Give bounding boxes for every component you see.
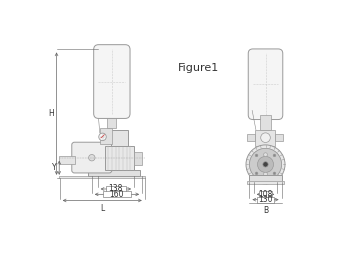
- Bar: [59, 176, 145, 178]
- Circle shape: [99, 133, 106, 141]
- Text: B: B: [263, 206, 268, 215]
- Bar: [247, 134, 255, 141]
- Bar: [249, 175, 282, 182]
- Bar: [105, 146, 134, 170]
- Bar: [257, 197, 274, 202]
- Bar: [107, 114, 116, 128]
- Bar: [259, 191, 272, 197]
- Bar: [247, 181, 284, 184]
- Circle shape: [273, 172, 276, 175]
- Bar: [103, 191, 131, 197]
- Bar: [88, 170, 140, 176]
- Text: 108: 108: [258, 190, 273, 199]
- Bar: [134, 151, 142, 165]
- FancyBboxPatch shape: [248, 49, 283, 120]
- Circle shape: [263, 162, 268, 167]
- Circle shape: [273, 154, 276, 157]
- Bar: [100, 128, 112, 144]
- Circle shape: [261, 133, 270, 143]
- Circle shape: [249, 148, 282, 180]
- Circle shape: [89, 154, 95, 161]
- Bar: [260, 115, 271, 130]
- Text: 130: 130: [258, 195, 273, 204]
- Circle shape: [257, 156, 274, 173]
- Bar: [59, 156, 75, 164]
- Text: 160: 160: [110, 190, 124, 199]
- Text: L: L: [100, 204, 104, 213]
- Circle shape: [264, 153, 267, 157]
- Text: Figure1: Figure1: [178, 63, 219, 73]
- Bar: [106, 186, 126, 192]
- FancyBboxPatch shape: [94, 45, 130, 119]
- Text: H: H: [49, 109, 54, 118]
- Text: Y: Y: [53, 163, 57, 172]
- Circle shape: [264, 172, 267, 176]
- Circle shape: [246, 145, 285, 184]
- Circle shape: [255, 154, 258, 157]
- Circle shape: [249, 148, 282, 180]
- Bar: [275, 134, 283, 141]
- FancyBboxPatch shape: [72, 142, 112, 173]
- Circle shape: [255, 172, 258, 175]
- Bar: [255, 130, 275, 146]
- Text: 138: 138: [109, 184, 123, 194]
- Bar: [111, 130, 128, 146]
